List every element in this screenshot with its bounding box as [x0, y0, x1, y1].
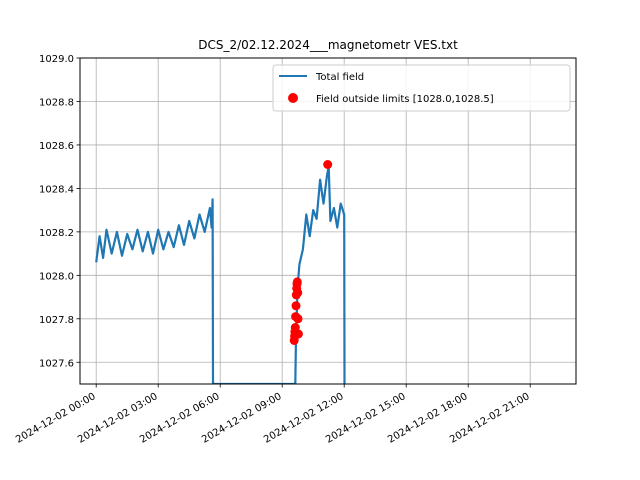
- y-tick-label: 1027.8: [39, 315, 74, 326]
- legend-label-total-field: Total field: [315, 72, 364, 83]
- outlier-point: [293, 314, 303, 324]
- legend-box: [272, 64, 571, 112]
- y-tick-label: 1029.0: [39, 54, 74, 65]
- plot-frame: [79, 57, 577, 385]
- outlier-point: [293, 329, 303, 339]
- outlier-point: [323, 160, 333, 169]
- plot-area: [95, 160, 346, 384]
- legend-dot-swatch: [288, 93, 298, 103]
- y-tick-label: 1028.0: [39, 271, 74, 282]
- chart-title: DCS_2/02.12.2024___magnetometr VES.txt: [198, 38, 458, 52]
- y-axis: 1027.6 1027.8 1028.0 1028.2 1028.4 1028.6 1028…: [39, 54, 80, 369]
- legend-label-outside-limits: Field outside limits [1028.0,1028.5]: [316, 94, 494, 105]
- y-tick-label: 1028.4: [39, 184, 74, 195]
- series-line-total-field: [95, 165, 346, 384]
- outlier-point: [291, 301, 301, 311]
- outlier-point: [292, 277, 302, 287]
- y-tick-label: 1028.2: [39, 228, 74, 239]
- y-tick-label: 1028.6: [39, 141, 74, 152]
- legend: Total field Field outside limits [1028.0…: [272, 64, 571, 112]
- outlier-point: [293, 288, 303, 298]
- y-tick-label: 1027.6: [39, 358, 74, 369]
- y-tick-label: 1028.8: [39, 97, 74, 108]
